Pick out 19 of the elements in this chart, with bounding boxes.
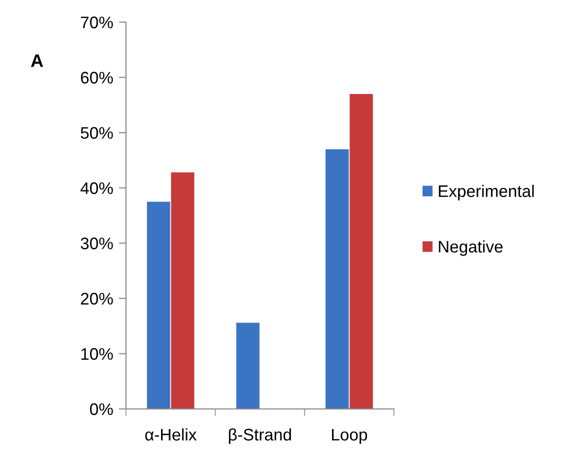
bar (350, 94, 373, 409)
x-tick-label: Loop (332, 428, 368, 444)
bar (236, 322, 260, 409)
y-tick-label: 50% (80, 127, 113, 139)
legend-label: Experimental (438, 184, 534, 200)
y-tick-label: 20% (80, 292, 113, 305)
y-tick-label: 10% (81, 348, 113, 360)
x-tick-label: α-Helix (145, 428, 197, 441)
bar (326, 149, 349, 409)
y-tick-label: 40% (80, 182, 113, 194)
y-tick-label: 60% (80, 72, 113, 84)
bar (146, 202, 170, 409)
legend-label: Negative (438, 240, 503, 256)
bar (171, 172, 194, 409)
x-tick-label: β-Strand (228, 428, 291, 444)
y-tick-label: 30% (80, 238, 113, 250)
text: A (30, 54, 44, 67)
y-tick-label: 70% (80, 16, 113, 28)
y-tick-label: 0% (90, 403, 113, 416)
